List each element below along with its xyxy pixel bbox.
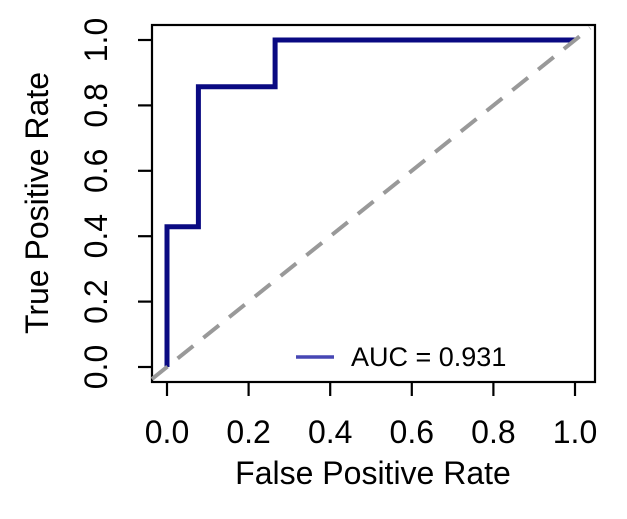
legend: AUC = 0.931 [296,342,506,372]
x-tick-label: 0.2 [226,414,270,450]
x-axis-title: False Positive Rate [235,455,511,491]
y-tick-label: 0.6 [78,149,114,193]
plot-border [150,23,597,384]
roc-curve [164,37,575,367]
y-axis-title: True Positive Rate [19,72,55,334]
y-tick-label: 1.0 [78,18,114,62]
x-tick-label: 0.0 [145,414,189,450]
y-tick-label: 0.0 [78,345,114,389]
x-tick-label: 0.4 [308,414,352,450]
chance-diagonal [150,26,592,381]
x-tick-label: 1.0 [553,414,597,450]
y-tick-label: 0.8 [78,83,114,127]
y-tick-label: 0.2 [78,279,114,323]
x-tick-label: 0.6 [390,414,434,450]
y-axis-ticks: 0.0 0.2 0.4 0.6 0.8 1.0 [78,18,152,389]
x-tick-label: 0.8 [471,414,515,450]
x-axis-ticks: 0.0 0.2 0.4 0.6 0.8 1.0 [145,382,597,450]
legend-auc-label: AUC = 0.931 [351,342,506,372]
y-tick-label: 0.4 [78,214,114,258]
plot-series [150,26,592,381]
